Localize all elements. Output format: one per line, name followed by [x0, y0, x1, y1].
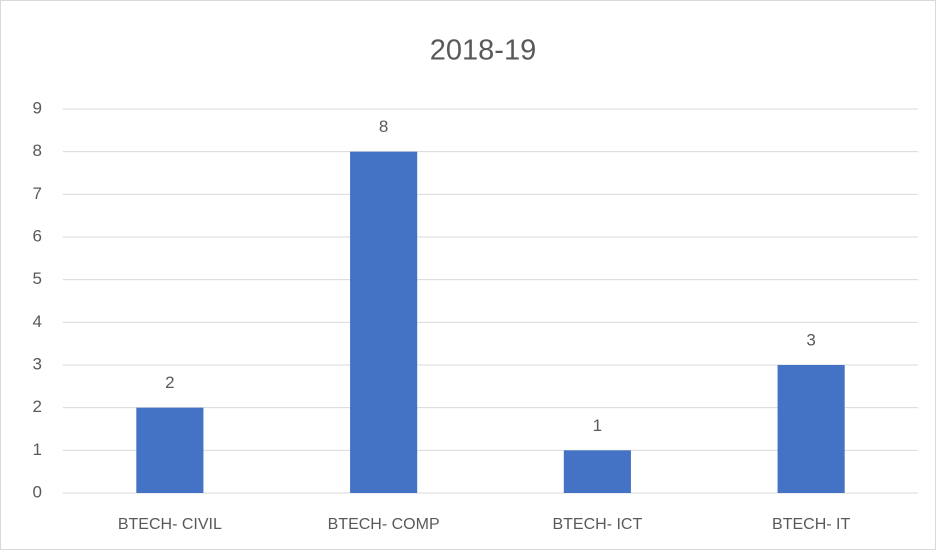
y-tick-label: 7	[33, 184, 42, 203]
bar	[563, 450, 631, 493]
bar	[350, 151, 418, 493]
y-tick-label: 2	[33, 397, 42, 416]
data-label: 1	[593, 416, 602, 435]
y-tick-label: 9	[33, 98, 42, 117]
data-label: 2	[165, 373, 174, 392]
data-label: 8	[379, 117, 388, 136]
y-tick-label: 1	[33, 440, 42, 459]
y-tick-label: 8	[33, 141, 42, 160]
y-tick-label: 5	[33, 269, 42, 288]
x-tick-label: BTECH- CIVIL	[118, 516, 222, 533]
chart-title: 2018-19	[430, 35, 536, 67]
x-tick-label: BTECH- IT	[772, 516, 850, 533]
x-tick-label: BTECH- COMP	[328, 516, 440, 533]
y-tick-label: 3	[33, 354, 42, 373]
data-label: 3	[806, 330, 815, 349]
y-tick-label: 0	[33, 482, 42, 501]
y-tick-label: 6	[33, 226, 42, 245]
bar	[136, 407, 204, 493]
y-tick-label: 4	[33, 312, 42, 331]
x-tick-label: BTECH- ICT	[552, 516, 642, 533]
bar	[777, 365, 845, 493]
